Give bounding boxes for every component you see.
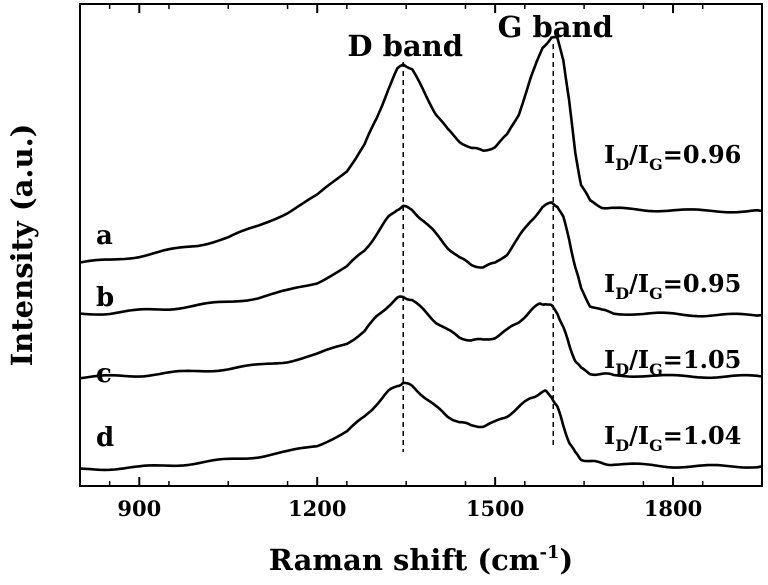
x-tick-label: 1500 [466, 496, 524, 521]
series-line-d [79, 381, 763, 472]
series-line-b [79, 201, 763, 318]
series-label-c: c [96, 359, 112, 389]
d-band-label: D band [347, 29, 463, 63]
ratio-label-b: ID/IG=0.95 [604, 269, 741, 303]
ratio-label-c: ID/IG=1.05 [604, 345, 741, 379]
plot-area [79, 35, 763, 472]
series-label-b: b [96, 283, 114, 313]
x-axis-title: Raman shift (cm-1) [269, 542, 573, 577]
x-tick-label: 900 [117, 496, 161, 521]
y-axis-title: Intensity (a.u.) [5, 124, 39, 367]
axes [79, 3, 763, 487]
x-tick-label: 1200 [288, 496, 346, 521]
g-band-label: G band [498, 10, 613, 44]
series-line-a [79, 35, 763, 264]
series-label-a: a [96, 221, 113, 251]
ratio-label-d: ID/IG=1.04 [604, 421, 741, 455]
ratio-label-a: ID/IG=0.96 [604, 140, 741, 174]
series-label-d: d [96, 423, 114, 453]
series-line-c [79, 295, 763, 380]
plot-frame [79, 3, 763, 487]
x-tick-label: 1800 [644, 496, 702, 521]
